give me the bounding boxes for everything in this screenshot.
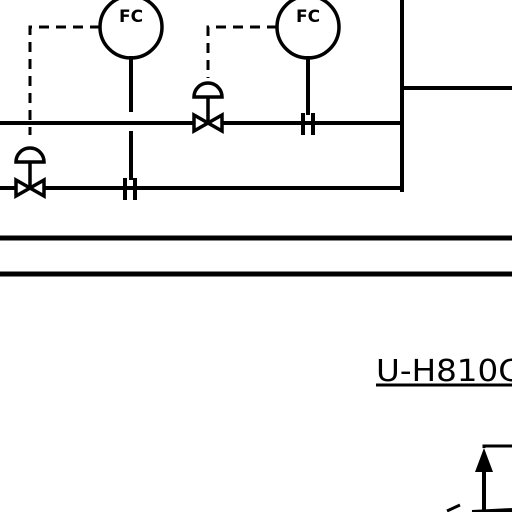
flow-controller-2: FC — [275, 0, 341, 60]
orifice-plate-2 — [301, 113, 315, 135]
instrument-label-2: FC — [296, 7, 320, 27]
signal-line-1 — [28, 25, 100, 135]
valve-actuator-2 — [192, 81, 224, 99]
control-valve-1 — [14, 146, 46, 200]
signal-line-2 — [206, 25, 277, 78]
control-valve-2 — [192, 81, 224, 135]
flow-arrow-up — [446, 444, 512, 512]
flow-controller-1: FC — [98, 0, 164, 60]
orifice-plate-1 — [123, 178, 137, 200]
valve-actuator-1 — [14, 146, 46, 164]
instrument-label-1: FC — [119, 7, 143, 27]
equipment-tag: U-H810C — [376, 354, 512, 389]
